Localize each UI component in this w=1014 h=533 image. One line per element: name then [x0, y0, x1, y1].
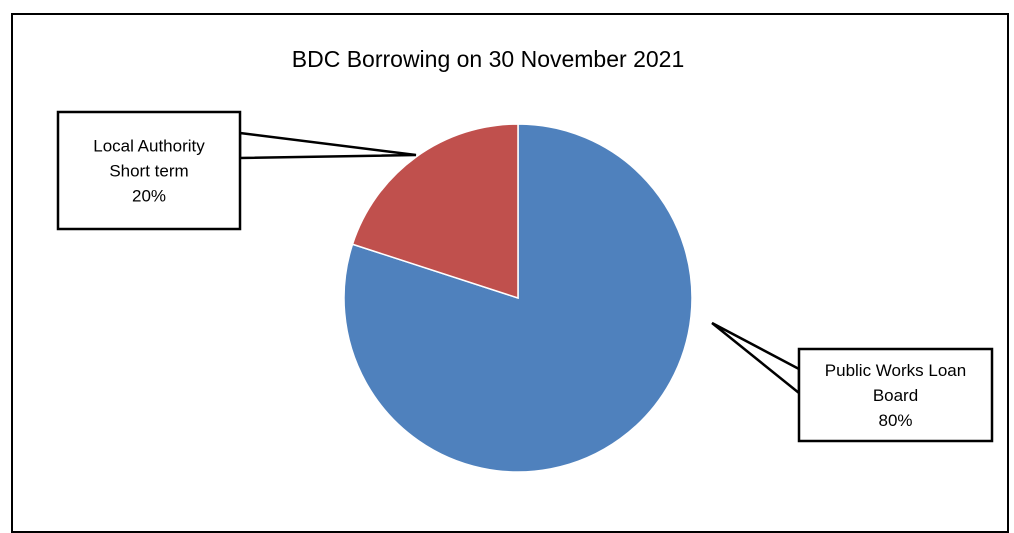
- data-label-callouts: Public Works Loan Board 80% Local Authority…: [56, 110, 994, 443]
- data-label-0: Public Works Loan Board 80%: [711, 321, 994, 443]
- pie-chart: BDC Borrowing on 30 November 2021 Public…: [56, 46, 994, 473]
- slice-name-label: Public Works Loan: [825, 361, 966, 380]
- pie-slices: [343, 123, 693, 473]
- callout-pointer-1: [238, 131, 417, 160]
- callout-pointer-0: [711, 321, 801, 396]
- pie-slice-1: [351, 123, 519, 300]
- data-label-1: Local Authority Short term 20%: [56, 110, 417, 231]
- slice-name-label: Short term: [109, 162, 188, 181]
- chart-title: BDC Borrowing on 30 November 2021: [292, 46, 684, 72]
- slice-name-label: Local Authority: [93, 137, 205, 156]
- callout-box-0: [797, 347, 994, 443]
- slice-value-label: 80%: [878, 411, 912, 430]
- slice-name-label: Board: [873, 386, 918, 405]
- callout-box-1: [56, 110, 242, 231]
- slice-value-label: 20%: [132, 187, 166, 206]
